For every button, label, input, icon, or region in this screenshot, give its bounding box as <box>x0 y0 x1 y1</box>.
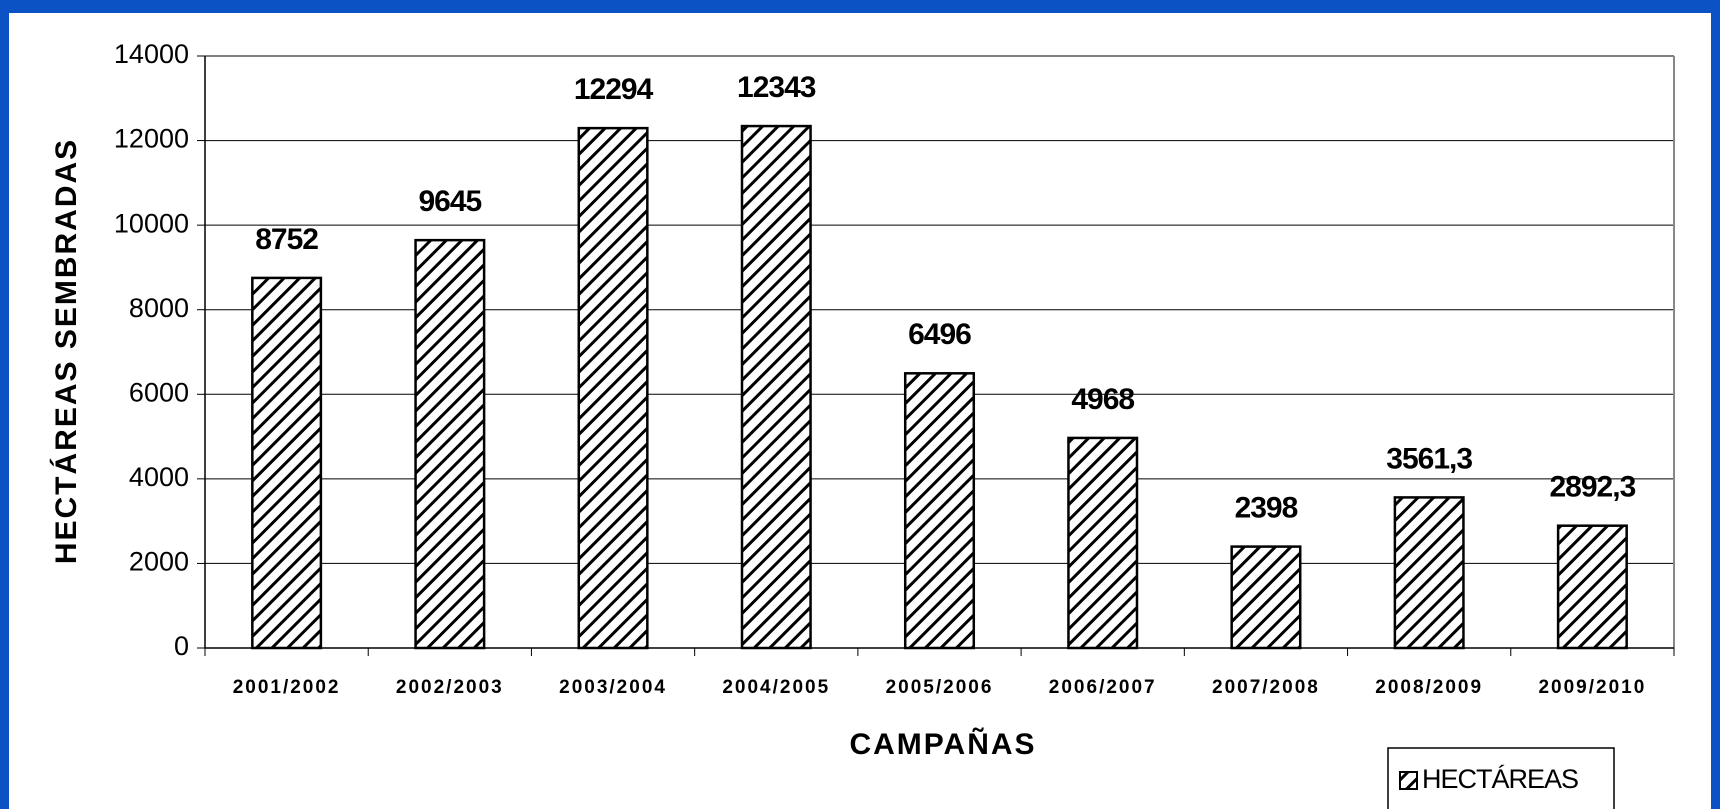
value-label: 8752 <box>255 223 318 256</box>
bar <box>1556 524 1628 650</box>
x-tick-label: 2006/2007 <box>1049 677 1157 698</box>
bar <box>903 372 976 650</box>
bar <box>1393 496 1465 650</box>
value-label: 3561,3 <box>1386 442 1472 475</box>
x-tick-label: 2005/2006 <box>886 677 994 698</box>
y-axis-title: HECTÁREAS SEMBRADAS <box>49 138 83 564</box>
y-tick-label: 8000 <box>129 293 189 323</box>
bar <box>1067 436 1139 650</box>
x-tick-label: 2007/2008 <box>1212 677 1320 698</box>
x-tick-label: 2002/2003 <box>396 677 504 698</box>
bar <box>740 124 812 650</box>
y-tick-label: 14000 <box>114 39 189 69</box>
value-label: 4968 <box>1071 383 1134 416</box>
y-tick-label: 12000 <box>114 124 189 154</box>
value-label: 9645 <box>418 185 481 218</box>
x-tick-label: 2003/2004 <box>559 677 667 698</box>
bar <box>414 238 486 650</box>
value-label: 2398 <box>1235 492 1298 525</box>
x-axis-title: CAMPAÑAS <box>849 727 1036 761</box>
bar <box>251 276 323 650</box>
value-label: 2892,3 <box>1550 471 1636 504</box>
bar <box>577 126 649 650</box>
y-tick-label: 0 <box>174 631 189 661</box>
x-tick-label: 2008/2009 <box>1375 677 1483 698</box>
y-tick-label: 10000 <box>114 208 189 238</box>
x-tick-label: 2001/2002 <box>233 677 341 698</box>
legend-box <box>1387 747 1615 809</box>
value-label: 6496 <box>908 318 971 351</box>
y-tick-label: 2000 <box>129 547 189 577</box>
x-tick-label: 2009/2010 <box>1538 677 1646 698</box>
legend-swatch <box>1399 771 1418 790</box>
value-label: 12294 <box>574 73 654 106</box>
x-tick-label: 2004/2005 <box>722 677 830 698</box>
y-tick-label: 6000 <box>129 377 189 407</box>
bar <box>1230 545 1302 650</box>
value-label: 12343 <box>737 71 816 104</box>
y-tick-label: 4000 <box>129 462 189 492</box>
legend-label: HECTÁREAS <box>1422 764 1578 794</box>
